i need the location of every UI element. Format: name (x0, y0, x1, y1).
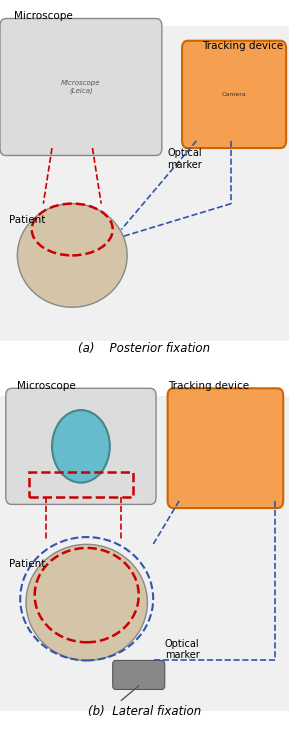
Text: Tracking device: Tracking device (168, 381, 249, 391)
FancyBboxPatch shape (113, 660, 165, 690)
Text: Patient: Patient (9, 559, 45, 569)
Text: Microscope
(Leica): Microscope (Leica) (61, 80, 101, 94)
FancyBboxPatch shape (168, 388, 283, 508)
Text: (a)    Posterior fixation: (a) Posterior fixation (78, 342, 211, 356)
Text: Camera: Camera (222, 92, 247, 97)
FancyBboxPatch shape (6, 388, 156, 504)
FancyBboxPatch shape (0, 26, 289, 341)
Ellipse shape (26, 545, 147, 660)
Text: Optical
marker: Optical marker (165, 638, 199, 660)
FancyBboxPatch shape (182, 41, 286, 148)
Text: Tracking device: Tracking device (202, 41, 284, 51)
Ellipse shape (17, 204, 127, 307)
Text: Microscope: Microscope (17, 381, 76, 391)
Text: Microscope: Microscope (14, 11, 73, 21)
Text: Optical
marker: Optical marker (168, 148, 202, 169)
Text: Patient: Patient (9, 215, 45, 225)
FancyBboxPatch shape (0, 396, 289, 711)
Circle shape (52, 410, 110, 482)
FancyBboxPatch shape (0, 18, 162, 155)
Text: (b)  Lateral fixation: (b) Lateral fixation (88, 705, 201, 718)
